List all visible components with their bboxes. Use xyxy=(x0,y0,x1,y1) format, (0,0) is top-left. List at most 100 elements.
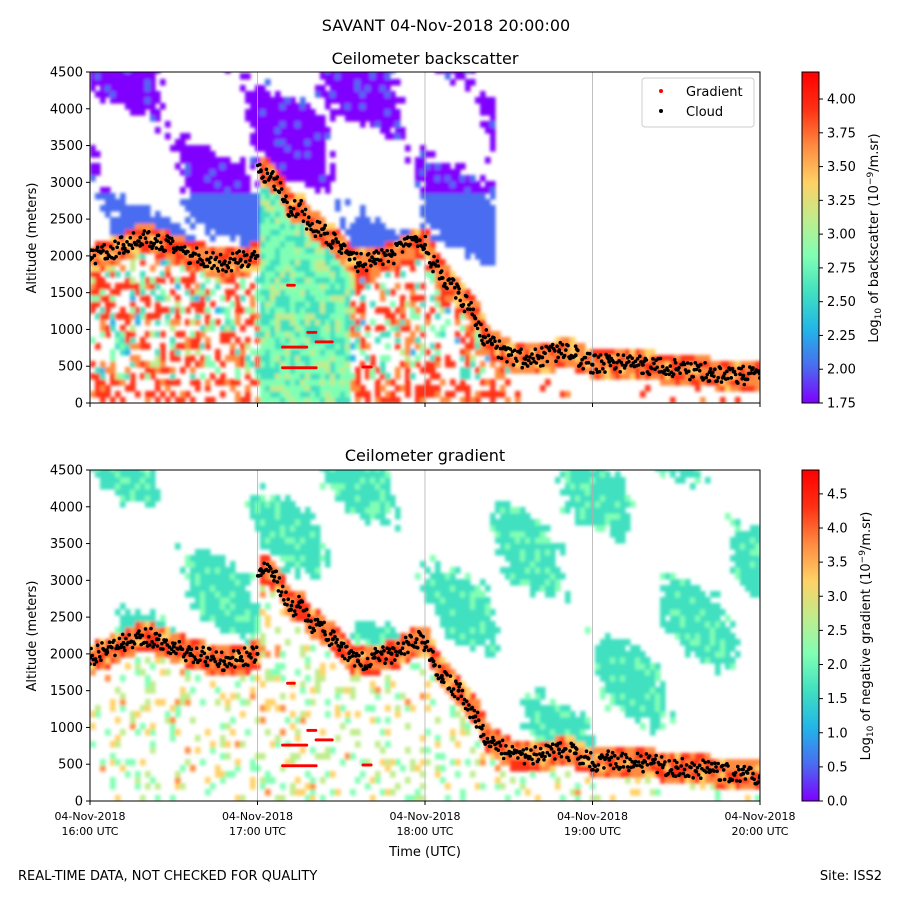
heatmap-cell xyxy=(470,217,476,224)
heatmap-cell xyxy=(485,259,491,266)
heatmap-cell xyxy=(645,349,651,356)
heatmap-cell xyxy=(110,471,116,478)
heatmap-cell xyxy=(275,349,281,356)
heatmap-cell xyxy=(440,301,446,308)
heatmap-cell xyxy=(665,361,671,368)
heatmap-cell xyxy=(310,307,316,314)
heatmap-cell xyxy=(300,199,306,206)
heatmap-cell xyxy=(155,361,161,368)
heatmap-cell xyxy=(340,97,346,104)
cloud-marker xyxy=(636,363,641,367)
heatmap-cell xyxy=(150,217,156,224)
heatmap-cell xyxy=(195,735,201,742)
heatmap-cell xyxy=(265,337,271,344)
heatmap-cell xyxy=(275,193,281,200)
heatmap-cell xyxy=(310,283,316,290)
heatmap-cell xyxy=(610,367,616,374)
heatmap-cell xyxy=(435,187,441,194)
heatmap-cell xyxy=(300,205,306,212)
legend-box xyxy=(641,77,755,128)
heatmap-cell xyxy=(260,531,266,538)
heatmap-cell xyxy=(390,301,396,308)
heatmap-cell xyxy=(450,235,456,242)
heatmap-cell xyxy=(335,705,341,712)
heatmap-cell xyxy=(360,337,366,344)
heatmap-cell xyxy=(440,573,446,580)
heatmap-cell xyxy=(100,91,106,98)
heatmap-cell xyxy=(265,103,271,110)
heatmap-cell xyxy=(440,205,446,212)
heatmap-cell xyxy=(335,259,341,266)
heatmap-cell xyxy=(460,199,466,206)
heatmap-cell xyxy=(235,367,241,374)
cloud-marker xyxy=(703,361,707,365)
heatmap-cell xyxy=(435,765,441,772)
heatmap-cell xyxy=(575,349,581,356)
cloud-marker xyxy=(91,248,96,253)
heatmap-cell xyxy=(130,711,136,718)
heatmap-cell xyxy=(425,747,431,754)
heatmap-cell xyxy=(250,501,256,508)
heatmap-cell xyxy=(295,229,301,236)
heatmap-cell xyxy=(375,501,381,508)
heatmap-cell xyxy=(260,361,266,368)
heatmap-cell xyxy=(195,361,201,368)
heatmap-cell xyxy=(420,235,426,242)
heatmap-cell xyxy=(270,669,276,676)
heatmap-cell xyxy=(190,271,196,278)
heatmap-cell xyxy=(370,355,376,362)
heatmap-cell xyxy=(475,373,481,380)
heatmap-cell xyxy=(405,633,411,640)
heatmap-cell xyxy=(395,711,401,718)
heatmap-cell xyxy=(455,199,461,206)
heatmap-cell xyxy=(265,121,271,128)
heatmap-cell xyxy=(345,337,351,344)
cloud-base-point xyxy=(258,169,263,174)
heatmap-cell xyxy=(145,91,151,98)
heatmap-cell xyxy=(270,373,276,380)
heatmap-cell xyxy=(170,355,176,362)
cloud-marker xyxy=(519,347,523,352)
heatmap-cell xyxy=(375,391,381,398)
heatmap-cell xyxy=(125,85,131,92)
heatmap-cell xyxy=(135,72,141,74)
heatmap-cell xyxy=(385,85,391,92)
heatmap-cell xyxy=(225,187,231,194)
heatmap-cell xyxy=(230,301,236,308)
heatmap-cell xyxy=(220,271,226,278)
heatmap-cell xyxy=(200,283,206,290)
heatmap-cell xyxy=(270,379,276,386)
heatmap-cell xyxy=(155,241,161,248)
heatmap-cell xyxy=(470,181,476,188)
heatmap-cell xyxy=(205,591,211,598)
heatmap-cell xyxy=(305,139,311,146)
heatmap-cell xyxy=(110,72,116,74)
heatmap-cell xyxy=(480,367,486,374)
cloud-marker xyxy=(492,336,496,340)
heatmap-cell xyxy=(485,349,491,356)
heatmap-cell xyxy=(115,741,121,748)
heatmap-cell xyxy=(285,265,291,272)
heatmap-cell xyxy=(410,247,416,254)
heatmap-cell xyxy=(430,597,436,604)
heatmap-cell xyxy=(205,181,211,188)
heatmap-cell xyxy=(205,355,211,362)
heatmap-cell xyxy=(525,349,531,356)
heatmap-cell xyxy=(445,181,451,188)
heatmap-cell xyxy=(205,555,211,562)
heatmap-cell xyxy=(380,513,386,520)
heatmap-cell xyxy=(480,331,486,338)
heatmap-cell xyxy=(175,235,181,242)
heatmap-cell xyxy=(115,489,121,496)
heatmap-cell xyxy=(285,385,291,392)
heatmap-cell xyxy=(310,337,316,344)
heatmap-cell xyxy=(285,133,291,140)
heatmap-cell xyxy=(260,483,266,490)
heatmap-cell xyxy=(365,391,371,398)
heatmap-cell xyxy=(125,633,131,640)
heatmap-cell xyxy=(95,391,101,398)
heatmap-cell xyxy=(165,711,171,718)
heatmap-cell xyxy=(155,319,161,326)
heatmap-cell xyxy=(450,211,456,218)
cloud-base-point xyxy=(372,257,377,262)
